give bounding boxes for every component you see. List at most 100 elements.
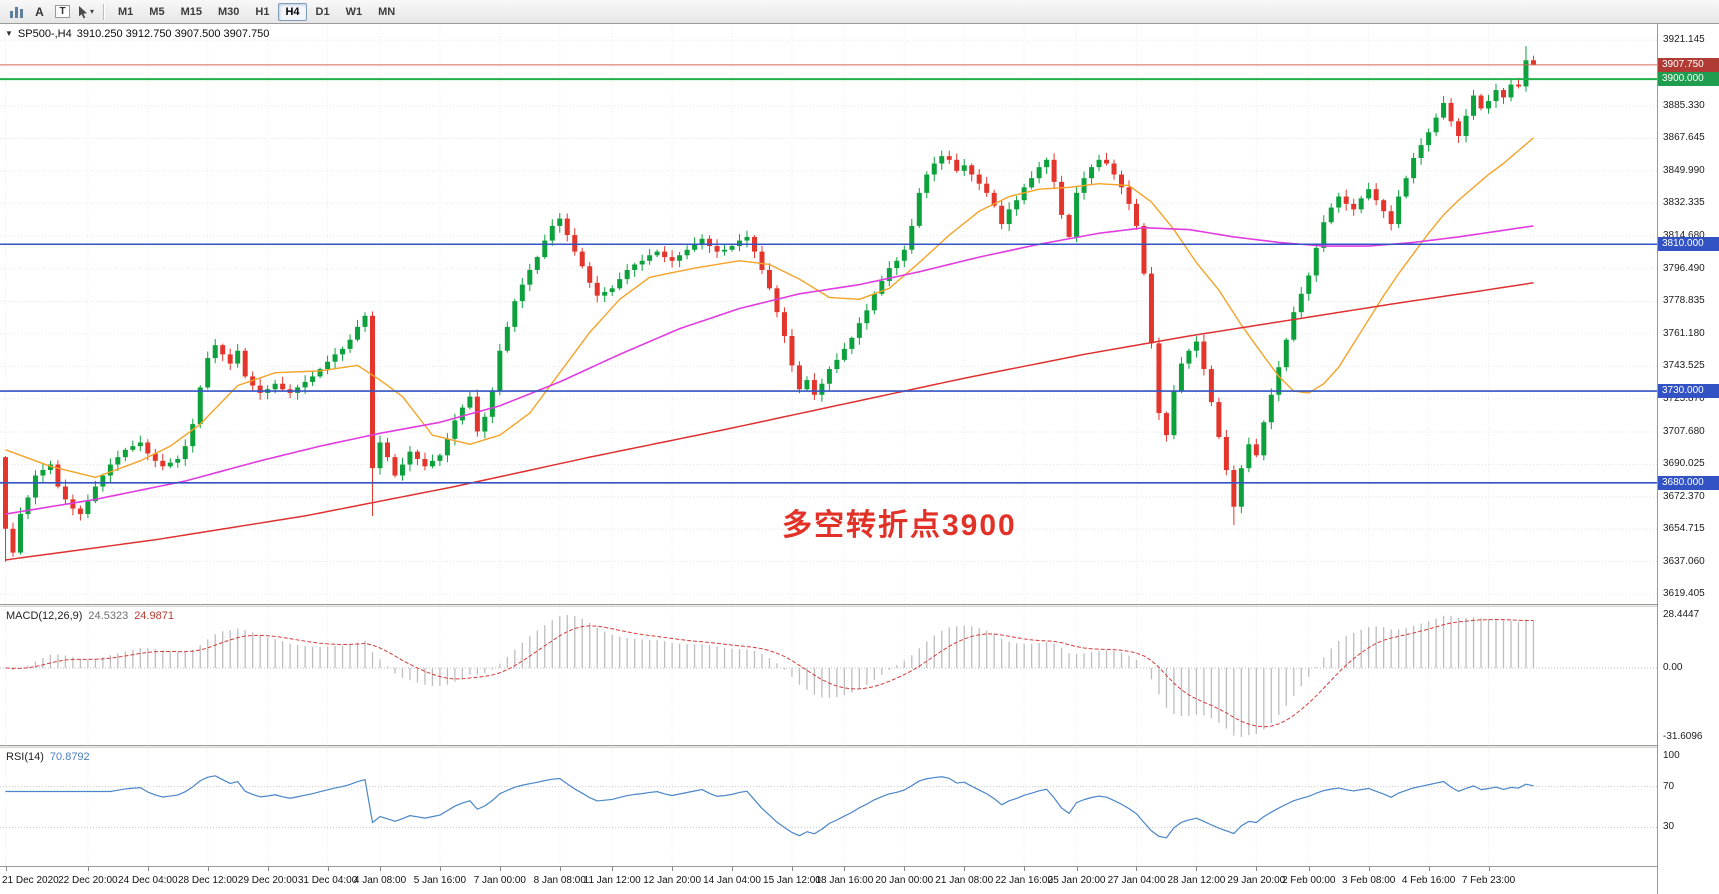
time-axis-label: 12 Jan 20:00 bbox=[643, 875, 702, 886]
cursor-tool-icon bbox=[78, 5, 87, 18]
time-axis-label: 21 Dec 2020 bbox=[2, 875, 59, 886]
macd-main-value: 24.5323 bbox=[88, 610, 129, 622]
time-axis-label: 29 Jan 20:00 bbox=[1227, 875, 1286, 886]
price-axis-label: 3832.335 bbox=[1663, 197, 1705, 209]
time-axis-label: 27 Jan 04:00 bbox=[1107, 875, 1166, 886]
price-badge: 3730.000 bbox=[1658, 384, 1719, 399]
macd-chart-canvas[interactable] bbox=[0, 607, 1657, 745]
time-tick bbox=[147, 867, 149, 871]
rsi-chart-canvas[interactable] bbox=[0, 748, 1657, 866]
toolbar: A T ▾ M1 M5 M15 M30 H1 H4 D1 W1 MN bbox=[0, 0, 1719, 24]
tool-annotate-a-button[interactable]: A bbox=[29, 2, 50, 21]
time-tick bbox=[1308, 867, 1310, 871]
price-axis-label: 3672.370 bbox=[1663, 490, 1705, 502]
macd-name: MACD(12,26,9) bbox=[6, 610, 83, 622]
toolbar-separator bbox=[103, 3, 104, 20]
time-tick bbox=[439, 867, 441, 871]
tool-cursor-tool-button[interactable]: ▾ bbox=[75, 2, 96, 21]
dropdown-caret-icon: ▾ bbox=[89, 7, 94, 16]
timeframe-w1-button[interactable]: W1 bbox=[345, 5, 363, 18]
time-tick bbox=[499, 867, 501, 871]
time-axis-label: 20 Jan 00:00 bbox=[875, 875, 934, 886]
rsi-axis-label: 30 bbox=[1663, 821, 1675, 833]
rsi-indicator-pane[interactable]: RSI(14) 70.8792 bbox=[0, 748, 1657, 866]
macd-label: MACD(12,26,9) 24.5323 24.9871 bbox=[6, 610, 174, 622]
time-tick bbox=[1024, 867, 1026, 871]
time-axis-label: 31 Dec 04:00 bbox=[297, 875, 358, 886]
time-axis-label: 25 Jan 20:00 bbox=[1047, 875, 1106, 886]
price-axis-label: 3796.490 bbox=[1663, 263, 1705, 275]
price-badge: 3680.000 bbox=[1658, 475, 1719, 490]
time-axis[interactable]: 21 Dec 2020 22 Dec 20:00 24 Dec 04:00 28 De… bbox=[0, 866, 1657, 894]
time-tick bbox=[327, 867, 329, 871]
macd-axis-label: -31.6096 bbox=[1663, 731, 1703, 742]
time-axis-label: 28 Jan 12:00 bbox=[1167, 875, 1226, 886]
rsi-label: RSI(14) 70.8792 bbox=[6, 751, 90, 763]
timeframe-m5-button[interactable]: M5 bbox=[149, 5, 165, 18]
rsi-name: RSI(14) bbox=[6, 751, 44, 763]
timeframe-d1-button[interactable]: D1 bbox=[315, 5, 330, 18]
time-axis-label: 15 Jan 12:00 bbox=[763, 875, 821, 886]
time-axis-label: 21 Jan 08:00 bbox=[935, 875, 994, 886]
time-tick bbox=[1368, 867, 1370, 871]
timeframe-h4-button[interactable]: H4 bbox=[278, 2, 307, 21]
price-axis-label: 3867.645 bbox=[1663, 132, 1705, 144]
tool-chart-bars-button[interactable] bbox=[6, 2, 27, 21]
macd-indicator-pane[interactable]: MACD(12,26,9) 24.5323 24.9871 bbox=[0, 607, 1657, 745]
price-badge: 3810.000 bbox=[1658, 237, 1719, 252]
chart-symbol-ohlc-label: ▼ SP500-,H4 3910.250 3912.750 3907.500 390… bbox=[5, 28, 274, 40]
time-tick bbox=[844, 867, 846, 871]
time-tick bbox=[1488, 867, 1490, 871]
time-tick bbox=[1196, 867, 1198, 871]
timeframe-m1-button[interactable]: M1 bbox=[118, 5, 134, 18]
price-axis-label: 3885.330 bbox=[1663, 99, 1705, 111]
macd-axis-label: 0.00 bbox=[1663, 661, 1683, 673]
time-axis-label: 4 Feb 16:00 bbox=[1401, 875, 1456, 886]
time-axis-label: 2 Feb 00:00 bbox=[1282, 875, 1336, 886]
time-tick bbox=[1076, 867, 1078, 871]
time-axis-label: 14 Jan 04:00 bbox=[703, 875, 761, 886]
time-tick bbox=[1256, 867, 1258, 871]
time-tick bbox=[207, 867, 209, 871]
price-badge: 3900.000 bbox=[1658, 72, 1719, 87]
time-tick bbox=[1428, 867, 1430, 871]
pane-divider[interactable] bbox=[0, 604, 1719, 607]
rsi-axis-label: 100 bbox=[1663, 750, 1680, 761]
price-axis-label: 3725.870 bbox=[1663, 392, 1705, 404]
time-axis-label: 11 Jan 12:00 bbox=[583, 875, 641, 886]
time-axis-label: 22 Dec 20:00 bbox=[58, 875, 118, 886]
price-axis-label: 3637.060 bbox=[1663, 555, 1705, 567]
ohlc-values: 3910.250 3912.750 3907.500 3907.750 bbox=[76, 28, 270, 40]
tool-annotate-t-button[interactable]: T bbox=[52, 2, 73, 21]
chart-annotation-text[interactable]: 多空转折点3900 bbox=[782, 509, 1017, 542]
price-axis-label: 3619.405 bbox=[1663, 588, 1705, 600]
chart-bars-icon bbox=[10, 6, 23, 18]
time-axis-label: 4 Jan 08:00 bbox=[353, 875, 407, 886]
pane-divider[interactable] bbox=[0, 745, 1719, 748]
time-axis-label: 28 Dec 12:00 bbox=[177, 875, 238, 886]
time-axis-label: 3 Feb 08:00 bbox=[1341, 875, 1396, 886]
one-click-trading-icon[interactable]: ▼ bbox=[5, 29, 13, 38]
rsi-value: 70.8792 bbox=[49, 751, 90, 763]
main-chart-pane[interactable]: ▼ SP500-,H4 3910.250 3912.750 3907.500 390… bbox=[0, 24, 1657, 604]
time-axis-label: 7 Jan 00:00 bbox=[473, 875, 526, 886]
timeframe-m30-button[interactable]: M30 bbox=[217, 5, 240, 18]
price-axis[interactable]: 3921.145 3885.330 3867.645 3849.990 3832.335… bbox=[1657, 24, 1719, 894]
main-chart-canvas[interactable] bbox=[0, 24, 1657, 604]
time-tick bbox=[5, 867, 7, 871]
time-axis-label: 5 Jan 16:00 bbox=[413, 875, 467, 886]
timeframe-h1-button[interactable]: H1 bbox=[255, 5, 270, 18]
timeframe-m15-button[interactable]: M15 bbox=[180, 5, 202, 18]
time-axis-label: 24 Dec 04:00 bbox=[118, 875, 178, 886]
price-axis-label: 3707.680 bbox=[1663, 426, 1705, 438]
price-axis-label: 3814.680 bbox=[1663, 229, 1705, 241]
time-tick bbox=[1136, 867, 1138, 871]
time-tick bbox=[732, 867, 734, 871]
timeframe-mn-button[interactable]: MN bbox=[378, 5, 396, 18]
macd-signal-value: 24.9871 bbox=[134, 610, 174, 622]
time-tick bbox=[791, 867, 793, 871]
time-tick bbox=[380, 867, 381, 871]
time-tick bbox=[267, 867, 269, 871]
time-axis-label: 8 Jan 08:00 bbox=[533, 875, 586, 886]
